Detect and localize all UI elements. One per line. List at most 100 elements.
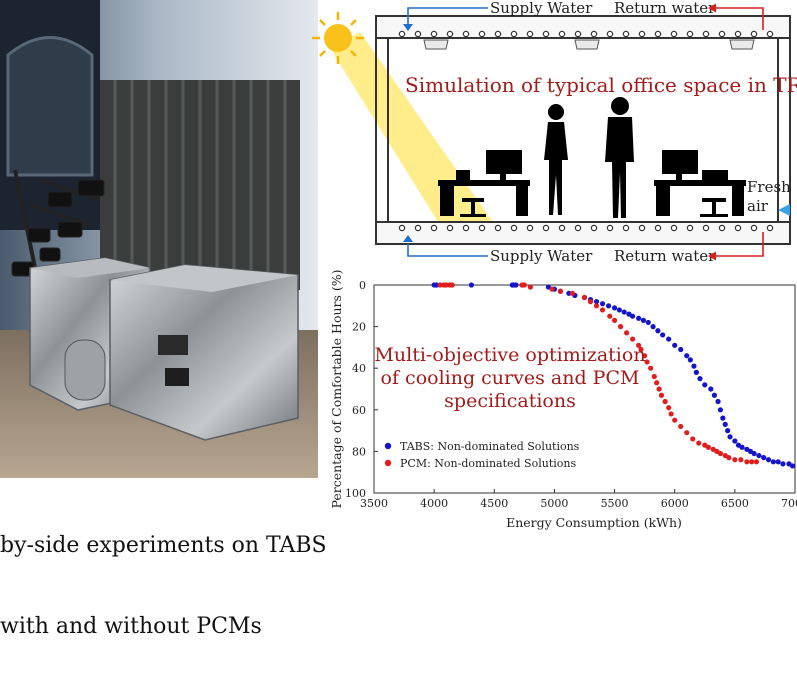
supply-pipe-top: Supply Water	[403, 0, 593, 31]
tabs-data-point	[611, 305, 618, 311]
x-tick-label: 4000	[420, 497, 448, 510]
optimization-annotation: specifications	[444, 390, 576, 412]
y-tick-label: 100	[345, 487, 366, 500]
simulation-title: Simulation of typical office space in TR…	[405, 73, 797, 97]
optimization-chart: 3500 4000 4500 5000 5500 6000 6500 7000 0 20 40 60…	[329, 269, 797, 530]
pcm-data-point	[581, 294, 588, 301]
tabs-data-point	[756, 452, 762, 459]
test-chamber-right	[109, 264, 299, 441]
tabs-data-point	[711, 392, 718, 398]
pcm-data-point	[732, 457, 738, 463]
x-tick-label: 7000	[781, 497, 797, 510]
tabs-data-point	[765, 457, 772, 463]
pcm-data-point	[648, 365, 654, 371]
pcm-data-point	[749, 459, 755, 465]
pcm-data-point	[587, 299, 594, 305]
tabs-data-point	[616, 307, 622, 313]
legend-marker	[384, 442, 392, 450]
pcm-data-point	[599, 307, 606, 313]
pcm-data-point	[569, 290, 576, 296]
tabs-data-point	[751, 450, 757, 457]
pcm-data-point	[744, 459, 750, 465]
pcm-data-point	[690, 436, 696, 442]
tabs-pipes-top	[398, 30, 774, 38]
x-tick-label: 5000	[540, 497, 568, 510]
tabs-data-point	[433, 282, 440, 288]
tabs-data-point	[780, 461, 786, 467]
pcm-data-point	[449, 282, 455, 288]
experiment-photo	[0, 0, 318, 478]
pcm-data-point	[624, 330, 630, 336]
pcm-data-point	[443, 282, 449, 288]
return-pipe-bottom: Return water	[614, 232, 764, 265]
photo-caption-line: by-side experiments on TABS	[0, 533, 327, 558]
pcm-data-point	[557, 288, 564, 294]
optimization-annotation: Multi-objective optimization	[374, 344, 645, 366]
pcm-data-point	[753, 459, 760, 465]
legend-label: PCM: Non-dominated Solutions	[400, 457, 576, 470]
return-pipe-top: Return water	[614, 0, 764, 30]
supply-water-label: Supply Water	[490, 0, 593, 17]
tabs-data-point	[725, 428, 731, 434]
tabs-data-point	[593, 299, 600, 305]
tabs-data-point	[732, 438, 738, 444]
person-woman-icon	[544, 104, 568, 215]
pcm-data-point	[593, 303, 600, 309]
tabs-data-point	[640, 317, 647, 323]
x-tick-label: 5500	[601, 497, 629, 510]
window-blinds	[100, 80, 300, 290]
x-tick-label: 4500	[480, 497, 508, 510]
tabs-data-point	[468, 282, 475, 288]
pcm-data-point	[672, 417, 678, 423]
y-tick-label: 0	[359, 279, 366, 292]
fresh-air-label: Fresh	[747, 178, 791, 196]
photo-caption-line: with and without PCMs	[0, 614, 262, 639]
tabs-data-point	[655, 328, 661, 334]
x-tick-label: 3500	[360, 497, 388, 510]
pcm-data-point	[668, 411, 674, 417]
tabs-data-point	[770, 459, 776, 465]
tabs-data-point	[789, 463, 796, 469]
tabs-data-point	[761, 455, 767, 461]
sunlight-beam	[330, 32, 495, 225]
y-tick-label: 20	[352, 321, 366, 334]
tabs-data-point	[645, 319, 651, 326]
y-tick-label: 40	[352, 362, 366, 375]
legend-marker	[384, 459, 392, 467]
pcm-data-point	[636, 342, 642, 348]
pcm-data-point	[617, 324, 624, 330]
tabs-data-point	[666, 336, 672, 342]
tabs-data-point	[708, 386, 714, 392]
pcm-data-point	[696, 440, 702, 446]
optimization-annotation: of cooling curves and PCM	[381, 367, 640, 389]
pcm-data-point	[662, 398, 668, 405]
pcm-data-point	[607, 313, 613, 319]
tabs-data-point	[693, 369, 699, 375]
x-axis-title: Energy Consumption (kWh)	[506, 515, 682, 530]
tabs-data-point	[775, 459, 781, 465]
return-water-label: Return water	[614, 247, 716, 265]
y-axis-title: Percentage of Comfortable Hours (%)	[329, 269, 344, 508]
tabs-data-point	[630, 313, 636, 319]
pcm-data-point	[705, 444, 711, 450]
tabs-data-point	[599, 301, 606, 307]
tabs-pipes-bottom	[398, 224, 774, 232]
pcm-data-point	[666, 405, 672, 411]
tabs-data-point	[605, 303, 612, 309]
tabs-data-point	[684, 353, 690, 359]
return-water-label: Return water	[614, 0, 716, 17]
pcm-data-point	[611, 317, 618, 323]
tabs-data-point	[513, 282, 519, 288]
tabs-data-point	[678, 346, 684, 353]
pcm-data-point	[644, 359, 650, 365]
pcm-data-point	[717, 450, 724, 457]
tabs-data-point	[660, 332, 666, 338]
tabs-data-point	[636, 315, 642, 321]
x-tick-label: 6500	[721, 497, 749, 510]
pcm-data-point	[651, 373, 657, 380]
tabs-data-point	[691, 363, 697, 369]
fresh-air-label: air	[747, 197, 769, 215]
supply-pipe-bottom: Supply Water	[403, 235, 593, 265]
pcm-data-point	[642, 353, 648, 359]
pcm-data-point	[678, 423, 684, 430]
